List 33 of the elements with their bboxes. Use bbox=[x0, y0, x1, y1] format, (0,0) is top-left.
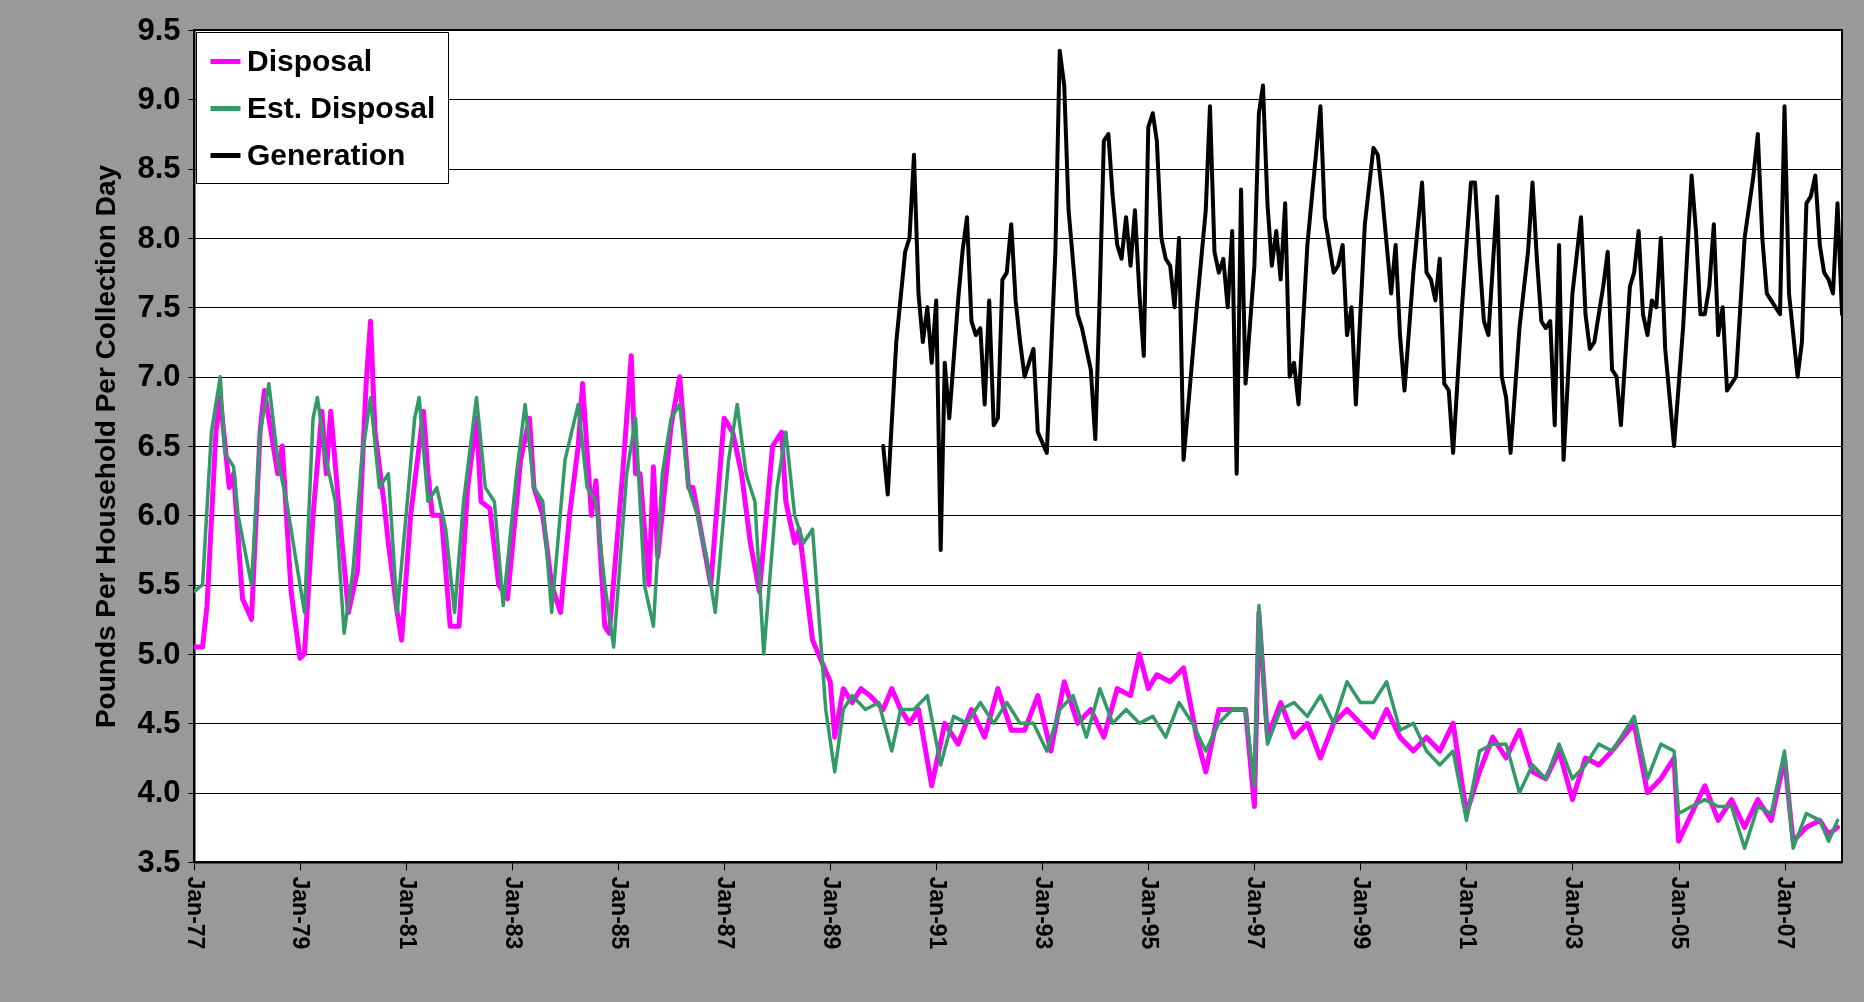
y-tick-label: 8.5 bbox=[137, 150, 181, 186]
x-tick-label: Jan-81 bbox=[394, 876, 421, 950]
y-tick-label: 7.0 bbox=[137, 358, 181, 394]
legend-label: Generation bbox=[247, 137, 406, 171]
y-tick-label: 9.0 bbox=[137, 80, 181, 116]
y-tick-label: 6.5 bbox=[137, 427, 181, 463]
x-tick-label: Jan-87 bbox=[712, 876, 739, 950]
x-tick-label: Jan-97 bbox=[1242, 876, 1269, 950]
x-tick-label: Jan-03 bbox=[1560, 876, 1587, 950]
y-tick-label: 5.5 bbox=[137, 566, 181, 602]
x-tick-label: Jan-95 bbox=[1136, 876, 1163, 950]
legend-label: Est. Disposal bbox=[247, 90, 436, 124]
legend-label: Disposal bbox=[247, 43, 373, 77]
x-tick-label: Jan-83 bbox=[500, 876, 527, 950]
y-tick-label: 6.0 bbox=[137, 496, 181, 532]
x-tick-label: Jan-93 bbox=[1030, 876, 1057, 950]
x-tick-label: Jan-85 bbox=[606, 876, 633, 950]
y-tick-label: 9.5 bbox=[137, 11, 181, 47]
x-tick-label: Jan-05 bbox=[1667, 876, 1694, 950]
y-tick-label: 7.5 bbox=[137, 288, 181, 324]
x-tick-label: Jan-79 bbox=[288, 876, 315, 950]
x-tick-label: Jan-01 bbox=[1454, 876, 1481, 950]
y-axis-title: Pounds Per Household Per Collection Day bbox=[90, 164, 122, 729]
x-tick-label: Jan-89 bbox=[818, 876, 845, 950]
x-tick-label: Jan-91 bbox=[924, 876, 951, 950]
y-tick-label: 4.0 bbox=[137, 774, 181, 810]
x-tick-label: Jan-77 bbox=[182, 876, 209, 950]
y-tick-label: 3.5 bbox=[137, 843, 181, 879]
y-tick-label: 5.0 bbox=[137, 635, 181, 671]
y-tick-label: 8.0 bbox=[137, 219, 181, 255]
x-tick-label: Jan-07 bbox=[1773, 876, 1800, 950]
x-tick-label: Jan-99 bbox=[1348, 876, 1375, 950]
y-tick-label: 4.5 bbox=[137, 704, 181, 740]
